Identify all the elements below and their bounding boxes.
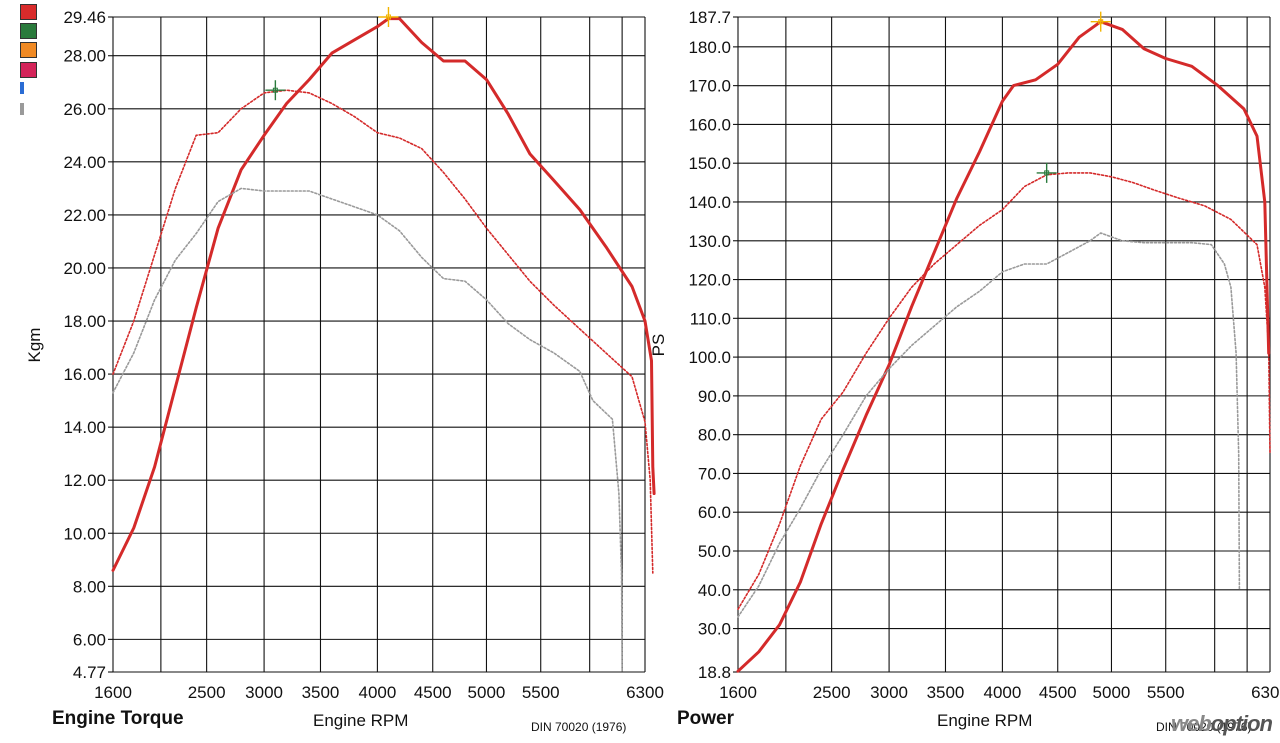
legend-mini-blue[interactable] <box>20 82 24 94</box>
power-ytick-label-10: 90.0 <box>698 387 731 406</box>
torque-xtick-label-2: 3000 <box>245 683 283 702</box>
torque-marker-box-0 <box>272 87 278 93</box>
torque-ytick-label-6: 18.00 <box>63 312 106 331</box>
power-ytick-label-14: 50.0 <box>698 542 731 561</box>
power-xtick-label-4: 4000 <box>983 683 1021 702</box>
power-series-dotted-2 <box>737 232 1241 618</box>
torque-ytick-label-2: 26.00 <box>63 100 106 119</box>
torque-din-label: DIN 70020 (1976) <box>531 720 627 734</box>
power-din-label: DIN 70020 (1976) <box>1156 720 1252 734</box>
power-ytick-label-12: 70.0 <box>698 464 731 483</box>
power-ytick-label-6: 130.0 <box>688 232 731 251</box>
power-xtick-label-7: 5500 <box>1147 683 1185 702</box>
torque-xtick-label-3: 3500 <box>302 683 340 702</box>
torque-ytick-label-4: 22.00 <box>63 206 106 225</box>
torque-xlabel: Engine RPM <box>313 711 409 730</box>
torque-xtick-label-7: 5500 <box>522 683 560 702</box>
torque-ytick-label-10: 10.00 <box>63 524 106 543</box>
power-marker-box-0 <box>1044 170 1050 176</box>
torque-ytick-label-13: 4.77 <box>73 663 106 682</box>
webopt-logo-watermark: weboption <box>1171 711 1273 736</box>
power-ytick-label-7: 120.0 <box>688 271 731 290</box>
power-ytick-label-0: 187.7 <box>688 8 731 27</box>
torque-ytick-label-8: 14.00 <box>63 418 106 437</box>
torque-ylabel: Kgm <box>25 328 44 363</box>
torque-caption: Engine Torque <box>52 708 184 729</box>
torque-ytick-label-12: 6.00 <box>73 630 106 649</box>
power-ytick-label-11: 80.0 <box>698 426 731 445</box>
torque-xtick-label-6: 5000 <box>468 683 506 702</box>
torque-ytick-label-1: 28.00 <box>63 47 106 66</box>
power-xtick-label-1: 2500 <box>813 683 851 702</box>
power-ytick-label-8: 110.0 <box>690 309 731 328</box>
torque-series-dotted-2 <box>112 187 623 672</box>
torque-xtick-label-8: 6300 <box>626 683 664 702</box>
power-ytick-label-9: 100.0 <box>688 348 731 367</box>
torque-xtick-label-4: 4000 <box>358 683 396 702</box>
torque-ytick-label-5: 20.00 <box>63 259 106 278</box>
torque-xtick-label-1: 2500 <box>188 683 226 702</box>
legend-swatch-green[interactable] <box>20 23 37 39</box>
power-xtick-label-6: 5000 <box>1093 683 1131 702</box>
power-xtick-label-5: 4500 <box>1039 683 1077 702</box>
torque-series-solid-0 <box>111 17 656 572</box>
power-ytick-label-15: 40.0 <box>698 581 731 600</box>
torque-ytick-label-0: 29.46 <box>63 8 106 27</box>
legend-swatch-orange[interactable] <box>20 42 37 58</box>
power-ytick-label-3: 160.0 <box>688 115 731 134</box>
power-ytick-label-5: 140.0 <box>688 193 731 212</box>
power-ytick-label-4: 150.0 <box>688 154 731 173</box>
power-xtick-label-8: 6300 <box>1251 683 1280 702</box>
power-marker-box-1 <box>1098 19 1104 25</box>
power-series-dotted-1 <box>737 172 1271 610</box>
power-ylabel: PS <box>649 334 668 357</box>
torque-ytick-label-7: 16.00 <box>63 365 106 384</box>
power-ytick-label-16: 30.0 <box>698 620 731 639</box>
legend-swatch-red[interactable] <box>20 4 37 20</box>
torque-xtick-label-0: 1600 <box>94 683 132 702</box>
legend-mini-gray[interactable] <box>20 103 24 115</box>
torque-ytick-label-11: 8.00 <box>73 577 106 596</box>
power-caption: Power <box>677 708 735 729</box>
power-ytick-label-13: 60.0 <box>698 503 731 522</box>
torque-xtick-label-5: 4500 <box>414 683 452 702</box>
torque-marker-box-1 <box>385 14 391 20</box>
power-series-solid-0 <box>736 20 1271 673</box>
torque-ytick-label-9: 12.00 <box>63 471 106 490</box>
torque-series-dotted-1 <box>112 89 654 574</box>
power-xlabel: Engine RPM <box>937 711 1033 730</box>
power-ytick-label-1: 180.0 <box>688 38 731 57</box>
torque-ytick-label-3: 24.00 <box>63 153 106 172</box>
power-ytick-label-17: 18.8 <box>698 663 731 682</box>
power-ytick-label-2: 170.0 <box>688 77 731 96</box>
power-xtick-label-3: 3500 <box>927 683 965 702</box>
legend-swatch-crimson[interactable] <box>20 62 37 78</box>
power-xtick-label-2: 3000 <box>870 683 908 702</box>
power-xtick-label-0: 1600 <box>719 683 757 702</box>
